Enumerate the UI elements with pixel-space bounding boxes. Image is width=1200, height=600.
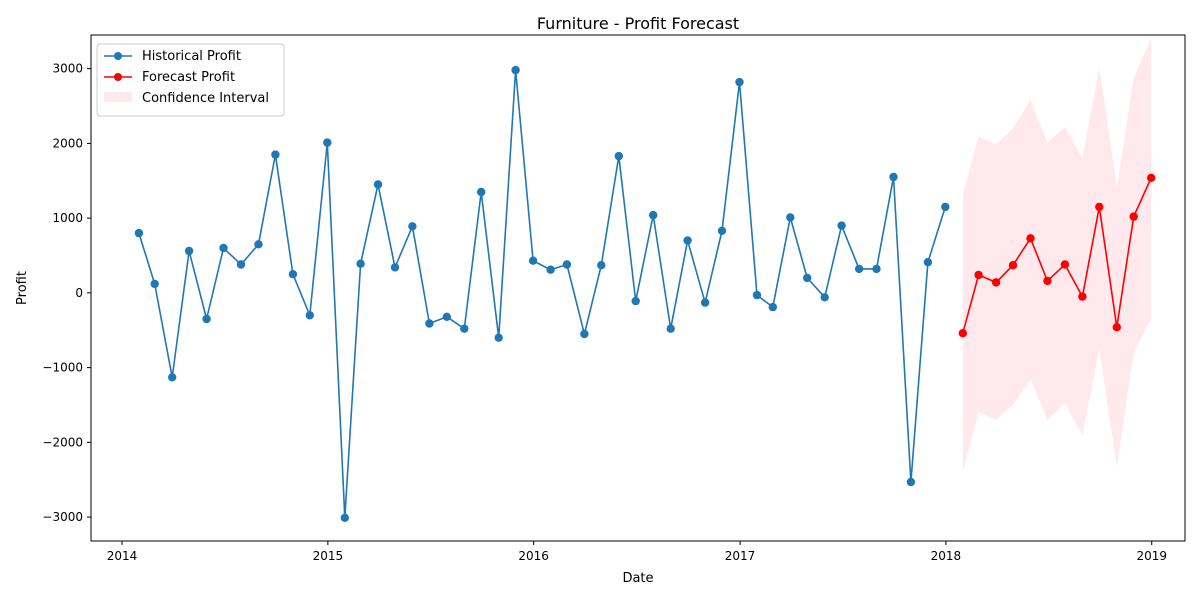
historical-profit-point xyxy=(323,138,332,147)
x-tick-label: 2014 xyxy=(107,549,138,563)
forecast-profit-point xyxy=(1043,276,1052,286)
historical-profit-point xyxy=(872,264,881,274)
historical-profit-point xyxy=(150,279,159,289)
y-tick-label: 0 xyxy=(75,286,83,300)
legend: Historical Profit Forecast Profit Confid… xyxy=(96,43,285,117)
historical-profit-point xyxy=(134,228,144,238)
y-tick-label: −3000 xyxy=(42,510,83,524)
historical-profit-point xyxy=(477,187,486,197)
historical-profit-point xyxy=(889,172,898,182)
forecast-profit-point xyxy=(991,278,1001,287)
historical-profit-point xyxy=(236,260,246,269)
historical-profit-point xyxy=(597,261,606,270)
y-tick-label: 1000 xyxy=(52,211,83,225)
historical-profit-point xyxy=(735,77,744,87)
forecast-profit-point xyxy=(1008,261,1018,270)
legend-historical-marker xyxy=(114,52,122,60)
historical-profit-point xyxy=(511,65,520,75)
historical-profit-point xyxy=(373,180,383,189)
legend-frame xyxy=(96,43,285,117)
historical-profit-point xyxy=(614,151,623,161)
chart-title: Furniture - Profit Forecast xyxy=(537,14,739,33)
historical-profit-point xyxy=(562,260,572,269)
historical-profit-point xyxy=(460,324,469,333)
forecast-profit-point xyxy=(1147,173,1156,182)
historical-profit-point xyxy=(219,243,228,253)
historical-profit-point xyxy=(923,258,933,267)
historical-profit-point xyxy=(425,319,434,328)
historical-profit-point xyxy=(442,312,451,321)
historical-profit-point xyxy=(803,273,812,283)
series-layer xyxy=(134,65,1156,522)
y-axis-label: Profit xyxy=(15,271,30,305)
historical-profit-point xyxy=(356,259,365,268)
historical-profit-point xyxy=(184,246,194,256)
forecast-profit-point xyxy=(974,270,983,280)
y-tick-label: 3000 xyxy=(52,62,83,76)
historical-profit-point xyxy=(168,373,177,382)
y-axis: −3000 −2000 −1000 0 1000 2000 3000 xyxy=(42,62,91,524)
historical-profit-point xyxy=(854,264,864,274)
historical-profit-point xyxy=(305,311,314,320)
historical-profit-point xyxy=(786,213,795,222)
historical-profit-point xyxy=(271,150,280,159)
historical-profit-point xyxy=(837,221,846,230)
x-axis: 2014 2015 2016 2017 2018 2019 xyxy=(107,541,1167,563)
historical-profit-point xyxy=(390,263,400,272)
y-tick-label: 2000 xyxy=(52,136,83,150)
plot-frame xyxy=(90,34,1186,542)
historical-profit-point xyxy=(717,226,727,235)
forecast-profit-point xyxy=(1112,323,1122,332)
historical-profit-point xyxy=(752,290,762,300)
historical-profit-point xyxy=(631,296,640,306)
historical-profit-point xyxy=(683,236,692,245)
legend-forecast-label: Forecast Profit xyxy=(142,70,235,85)
historical-profit-point xyxy=(202,314,211,324)
x-tick-label: 2018 xyxy=(931,549,962,563)
historical-profit-point xyxy=(941,202,950,212)
historical-profit-point xyxy=(254,240,263,249)
forecast-profit-point xyxy=(1060,260,1070,269)
historical-profit-point xyxy=(408,222,417,231)
legend-historical-label: Historical Profit xyxy=(142,49,241,64)
historical-profit-point xyxy=(494,333,503,342)
legend-ci-label: Confidence Interval xyxy=(142,91,269,106)
historical-profit-point xyxy=(649,210,658,220)
historical-profit-point xyxy=(340,513,349,522)
historical-profit-point xyxy=(700,298,710,307)
x-tick-label: 2019 xyxy=(1136,549,1167,563)
x-tick-label: 2016 xyxy=(518,549,549,563)
x-tick-label: 2015 xyxy=(313,549,344,563)
legend-forecast-marker xyxy=(114,73,122,81)
confidence-interval-layer xyxy=(962,38,1152,473)
historical-profit-point xyxy=(580,329,589,339)
historical-profit-point xyxy=(546,265,555,274)
historical-profit-point xyxy=(906,477,916,487)
legend-ci-swatch xyxy=(104,92,132,102)
forecast-profit-point xyxy=(1129,212,1138,221)
forecast-profit-point xyxy=(1026,234,1035,243)
historical-profit-point xyxy=(768,302,777,312)
forecast-profit-point xyxy=(1078,292,1087,301)
x-tick-label: 2017 xyxy=(725,549,756,563)
historical-profit-point xyxy=(288,270,298,279)
y-tick-label: −2000 xyxy=(42,435,83,449)
historical-profit-line xyxy=(138,70,947,518)
historical-profit-point xyxy=(666,324,675,333)
forecast-profit-point xyxy=(1095,202,1104,212)
historical-profit-point xyxy=(820,293,829,302)
forecast-profit-point xyxy=(958,329,967,338)
x-axis-label: Date xyxy=(622,571,653,586)
historical-profit-point xyxy=(528,256,538,265)
confidence-interval-band xyxy=(962,38,1152,473)
y-tick-label: −1000 xyxy=(42,361,83,375)
